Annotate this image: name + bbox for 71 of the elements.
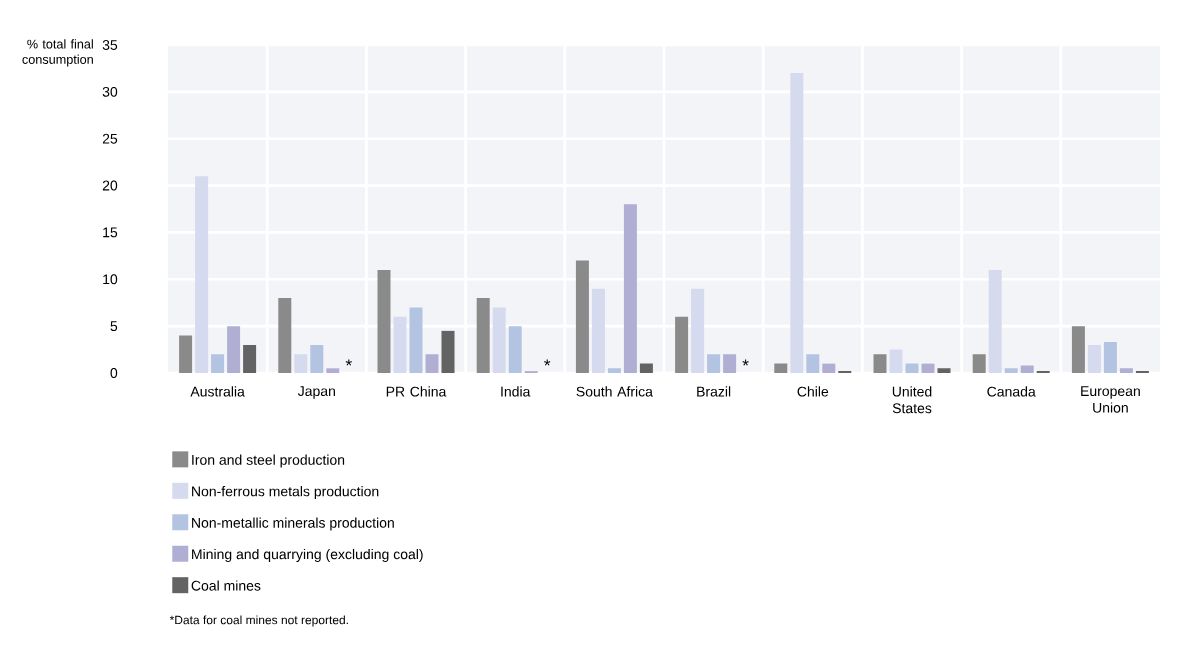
bar [921, 363, 935, 373]
bar [1020, 365, 1034, 373]
text: *Data for coal mines not reported. [169, 615, 348, 627]
bar [1071, 326, 1085, 373]
bar [806, 354, 820, 373]
bar [211, 354, 225, 373]
bar [227, 326, 241, 373]
annotation: * [345, 359, 352, 366]
bar [675, 316, 689, 373]
bar [492, 307, 506, 373]
bar [326, 368, 340, 373]
bar [476, 298, 490, 373]
bar [1087, 344, 1101, 373]
bar [873, 354, 887, 373]
x-tick-label: PR China [386, 386, 447, 397]
bar [1004, 368, 1018, 373]
x-tick-label: Japan [297, 386, 335, 399]
bar [1103, 342, 1117, 373]
bar [723, 354, 737, 373]
x-tick-label: South Africa [576, 386, 653, 397]
x-tick-label: Canada [987, 386, 1036, 397]
x-tick-label: Brazil [697, 386, 731, 397]
bar [822, 363, 836, 373]
bar [393, 316, 407, 373]
bar [425, 354, 439, 373]
bar [409, 307, 423, 373]
bar [972, 354, 986, 373]
y-tick-label: 30 [102, 86, 118, 97]
legend-label: Non-metallic minerals production [192, 517, 394, 531]
y-tick-label: 10 [103, 274, 118, 285]
y-tick-label: 0 [110, 368, 118, 378]
y-tick-label: 20 [102, 180, 118, 191]
legend-label: Mining and quarrying (excluding coal) [192, 548, 423, 562]
bar [243, 344, 257, 373]
y-tick-label: 5 [110, 321, 118, 332]
x-tick-label: Chile [797, 386, 829, 397]
bar [937, 368, 951, 373]
annotation: * [742, 359, 749, 366]
bar [591, 288, 605, 373]
bar [294, 354, 308, 373]
bar [889, 349, 903, 373]
bar [278, 298, 292, 373]
bar [1119, 368, 1133, 373]
legend-label: Iron and steel production [192, 454, 345, 468]
legend-label: Coal mines [191, 580, 261, 591]
bar [790, 73, 804, 373]
bar [508, 326, 522, 373]
bar [774, 363, 788, 373]
y-tick-label: 25 [102, 133, 118, 144]
bar [905, 363, 919, 373]
bar [195, 176, 209, 373]
bar [988, 269, 1002, 373]
bar [310, 344, 324, 373]
x-tick-label: European Union [1081, 386, 1140, 413]
legend-label: Non-ferrous metals production [192, 486, 379, 500]
bar [691, 288, 705, 373]
y-axis-title: % total final consumption [22, 39, 93, 67]
x-tick-label: India [501, 386, 531, 397]
bar [441, 330, 455, 373]
bar [575, 260, 589, 373]
bar [623, 204, 637, 373]
y-tick-label: 35 [102, 40, 118, 50]
bar [707, 354, 721, 373]
y-tick-label: 15 [103, 227, 118, 238]
x-tick-label: Australia [190, 386, 245, 397]
bar [607, 368, 621, 373]
annotation: * [544, 359, 551, 366]
x-tick-label: United States [892, 386, 932, 414]
bar [179, 335, 193, 373]
bar [639, 363, 653, 373]
bar [377, 269, 391, 373]
